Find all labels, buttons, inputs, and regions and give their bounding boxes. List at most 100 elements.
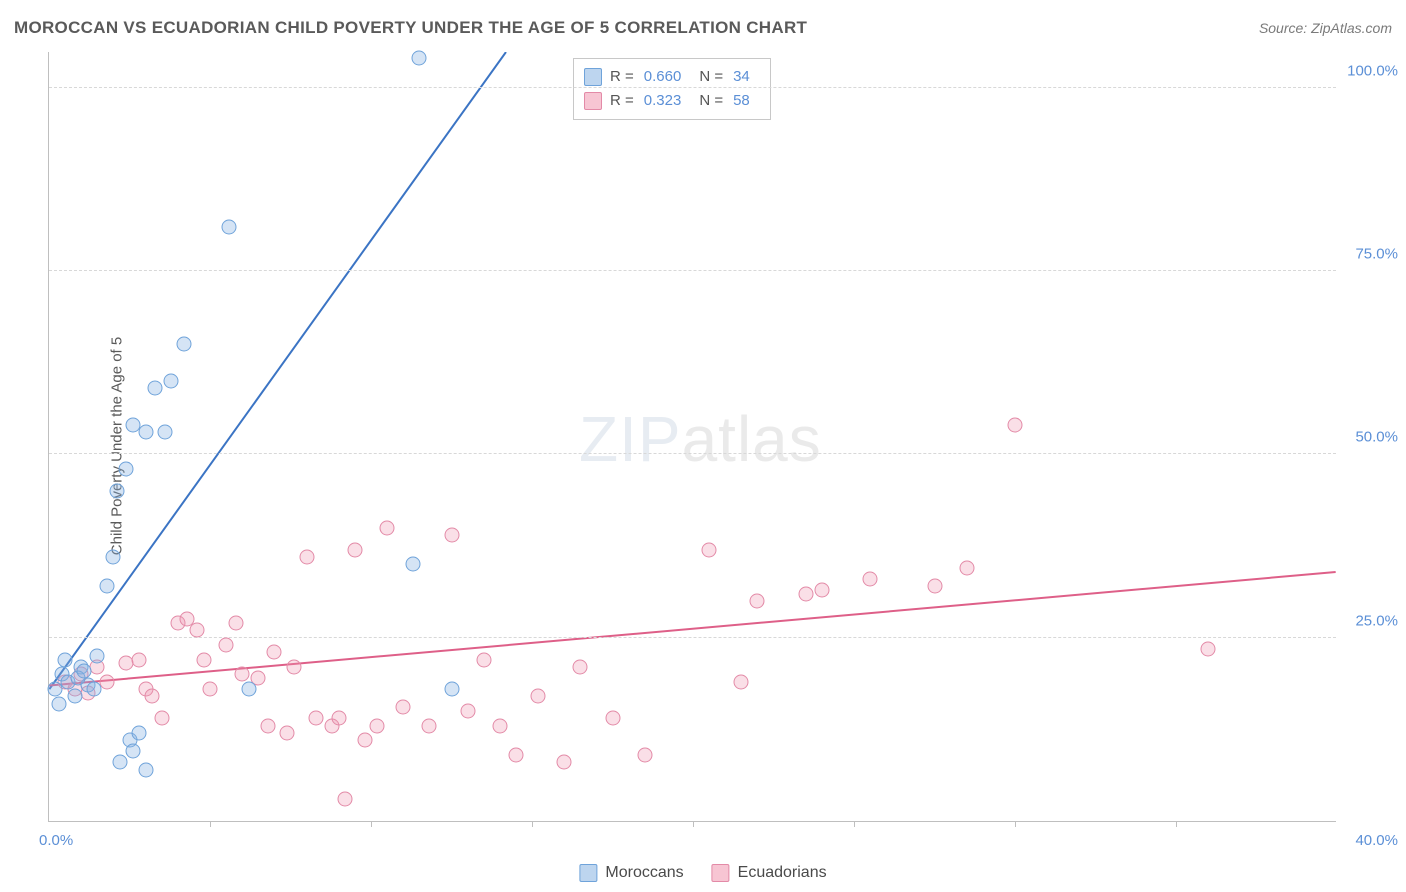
data-point <box>87 682 102 697</box>
data-point <box>106 550 121 565</box>
source-attribution: Source: ZipAtlas.com <box>1259 20 1392 36</box>
r-value-b: 0.323 <box>644 89 682 113</box>
data-point <box>508 748 523 763</box>
data-point <box>347 542 362 557</box>
y-tick-label: 50.0% <box>1342 429 1398 446</box>
data-point <box>1201 641 1216 656</box>
gridline <box>49 637 1336 638</box>
data-point <box>798 586 813 601</box>
data-point <box>109 484 124 499</box>
gridline <box>49 270 1336 271</box>
data-point <box>331 711 346 726</box>
data-point <box>492 718 507 733</box>
data-point <box>309 711 324 726</box>
data-point <box>51 696 66 711</box>
swatch-b-icon <box>584 92 602 110</box>
swatch-a-icon <box>584 68 602 86</box>
data-point <box>605 711 620 726</box>
swatch-b-icon <box>712 864 730 882</box>
data-point <box>750 594 765 609</box>
data-point <box>460 704 475 719</box>
x-tick <box>693 821 694 827</box>
data-point <box>444 528 459 543</box>
data-point <box>863 572 878 587</box>
data-point <box>338 792 353 807</box>
data-point <box>90 649 105 664</box>
bottom-legend: Moroccans Ecuadorians <box>579 864 826 882</box>
data-point <box>67 689 82 704</box>
data-point <box>228 616 243 631</box>
n-value-b: 58 <box>733 89 750 113</box>
x-tick <box>371 821 372 827</box>
data-point <box>380 520 395 535</box>
data-point <box>405 557 420 572</box>
data-point <box>132 652 147 667</box>
data-point <box>702 542 717 557</box>
data-point <box>190 623 205 638</box>
data-point <box>357 733 372 748</box>
r-value-a: 0.660 <box>644 65 682 89</box>
data-point <box>1008 418 1023 433</box>
data-point <box>396 700 411 715</box>
data-point <box>412 51 427 66</box>
data-point <box>299 550 314 565</box>
data-point <box>119 462 134 477</box>
x-tick <box>1015 821 1016 827</box>
data-point <box>203 682 218 697</box>
data-point <box>286 660 301 675</box>
legend-label-a: Moroccans <box>605 864 683 882</box>
data-point <box>99 579 114 594</box>
data-point <box>164 374 179 389</box>
data-point <box>267 645 282 660</box>
swatch-a-icon <box>579 864 597 882</box>
data-point <box>154 711 169 726</box>
y-tick-label: 100.0% <box>1342 62 1398 79</box>
x-tick <box>532 821 533 827</box>
data-point <box>370 718 385 733</box>
r-label: R = <box>610 65 634 89</box>
data-point <box>531 689 546 704</box>
data-point <box>444 682 459 697</box>
data-point <box>235 667 250 682</box>
x-tick <box>1176 821 1177 827</box>
x-max-label: 40.0% <box>1355 832 1398 849</box>
data-point <box>637 748 652 763</box>
data-point <box>145 689 160 704</box>
data-point <box>177 337 192 352</box>
data-point <box>959 561 974 576</box>
data-point <box>58 652 73 667</box>
x-min-label: 0.0% <box>39 832 73 849</box>
data-point <box>927 579 942 594</box>
data-point <box>814 583 829 598</box>
data-point <box>476 652 491 667</box>
trend-lines <box>49 52 1336 821</box>
data-point <box>196 652 211 667</box>
data-point <box>241 682 256 697</box>
data-point <box>421 718 436 733</box>
n-label: N = <box>699 89 723 113</box>
data-point <box>573 660 588 675</box>
data-point <box>280 726 295 741</box>
data-point <box>99 674 114 689</box>
data-point <box>734 674 749 689</box>
scatter-plot: ZIPatlas R = 0.660 N = 34 R = 0.323 N = … <box>48 52 1336 822</box>
gridline <box>49 87 1336 88</box>
data-point <box>148 381 163 396</box>
x-tick <box>854 821 855 827</box>
x-tick <box>210 821 211 827</box>
data-point <box>112 755 127 770</box>
watermark: ZIPatlas <box>579 402 822 476</box>
page-title: MOROCCAN VS ECUADORIAN CHILD POVERTY UND… <box>14 18 807 38</box>
legend-label-b: Ecuadorians <box>738 864 827 882</box>
data-point <box>219 638 234 653</box>
data-point <box>132 726 147 741</box>
y-tick-label: 75.0% <box>1342 246 1398 263</box>
data-point <box>77 663 92 678</box>
data-point <box>260 718 275 733</box>
data-point <box>138 762 153 777</box>
stats-legend: R = 0.660 N = 34 R = 0.323 N = 58 <box>573 58 771 120</box>
gridline <box>49 453 1336 454</box>
data-point <box>125 744 140 759</box>
n-label: N = <box>699 65 723 89</box>
n-value-a: 34 <box>733 65 750 89</box>
